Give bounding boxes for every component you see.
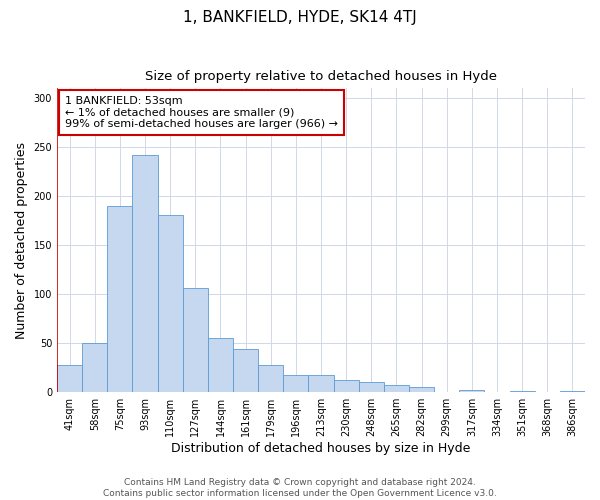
Bar	[208, 338, 233, 392]
Bar	[82, 343, 107, 392]
Bar	[233, 349, 258, 392]
Bar	[57, 365, 82, 392]
Bar	[183, 288, 208, 392]
Y-axis label: Number of detached properties: Number of detached properties	[15, 142, 28, 339]
Bar	[158, 215, 183, 392]
Bar	[308, 374, 334, 392]
Bar	[359, 382, 384, 392]
Bar	[107, 206, 133, 392]
Bar	[258, 365, 283, 392]
Bar	[459, 390, 484, 392]
Bar	[560, 391, 585, 392]
Title: Size of property relative to detached houses in Hyde: Size of property relative to detached ho…	[145, 70, 497, 83]
Bar	[509, 391, 535, 392]
X-axis label: Distribution of detached houses by size in Hyde: Distribution of detached houses by size …	[172, 442, 471, 455]
Text: 1 BANKFIELD: 53sqm
← 1% of detached houses are smaller (9)
99% of semi-detached : 1 BANKFIELD: 53sqm ← 1% of detached hous…	[65, 96, 338, 129]
Bar	[384, 386, 409, 392]
Bar	[283, 374, 308, 392]
Bar	[334, 380, 359, 392]
Bar	[409, 388, 434, 392]
Text: 1, BANKFIELD, HYDE, SK14 4TJ: 1, BANKFIELD, HYDE, SK14 4TJ	[183, 10, 417, 25]
Text: Contains HM Land Registry data © Crown copyright and database right 2024.
Contai: Contains HM Land Registry data © Crown c…	[103, 478, 497, 498]
Bar	[133, 155, 158, 392]
